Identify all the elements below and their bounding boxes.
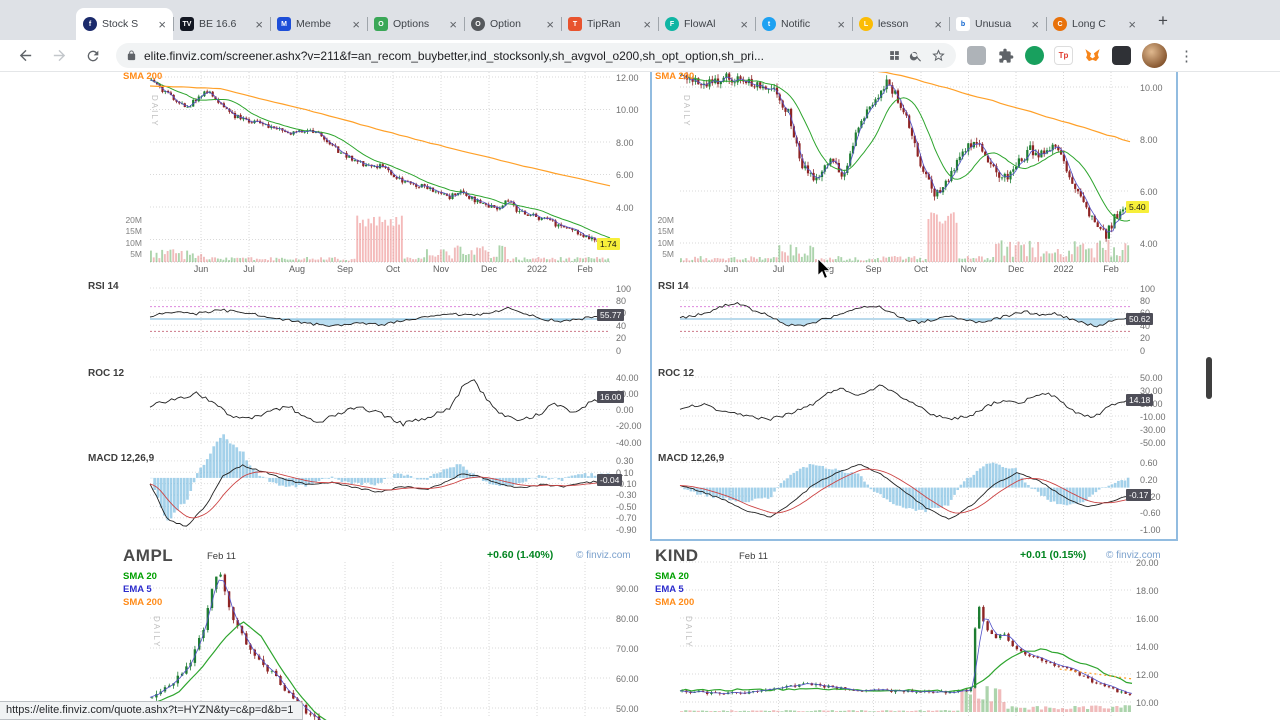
forward-button[interactable] xyxy=(46,43,72,69)
tab-close-icon[interactable]: × xyxy=(255,16,263,32)
twitter-favicon-icon: t xyxy=(762,17,776,31)
extension-icon-dark[interactable] xyxy=(1112,46,1131,65)
extension-icon-generic[interactable] xyxy=(967,46,986,65)
members-favicon-icon: M xyxy=(277,17,291,31)
tab-list: f Stock S × TV BE 16.6 × M Membe × O Options × O Opti… xyxy=(76,8,1143,40)
lesson-favicon-icon: L xyxy=(859,17,873,31)
tab-title: Membe xyxy=(296,18,332,30)
refresh-button[interactable] xyxy=(80,43,106,69)
browser-tab-11[interactable]: C Long C × xyxy=(1046,8,1143,40)
browser-tab-6[interactable]: T TipRan × xyxy=(561,8,658,40)
mouse-cursor xyxy=(817,258,832,280)
browser-tab-strip: f Stock S × TV BE 16.6 × M Membe × O Options × O Opti… xyxy=(0,0,1280,40)
extensions-puzzle-icon[interactable] xyxy=(996,46,1015,65)
metamask-fox-icon[interactable] xyxy=(1083,46,1102,65)
tab-close-icon[interactable]: × xyxy=(546,16,554,32)
tab-title: lesson xyxy=(878,18,909,30)
browser-tab-3[interactable]: M Membe × xyxy=(270,8,367,40)
profile-avatar[interactable] xyxy=(1142,43,1167,68)
browser-tab-5[interactable]: O Option × xyxy=(464,8,561,40)
tab-close-icon[interactable]: × xyxy=(1128,16,1136,32)
tab-close-icon[interactable]: × xyxy=(1031,16,1039,32)
options-dark-favicon-icon: O xyxy=(471,17,485,31)
tab-close-icon[interactable]: × xyxy=(352,16,360,32)
new-tab-button[interactable]: + xyxy=(1158,11,1168,30)
tab-title: BE 16.6 xyxy=(199,18,237,30)
url-text[interactable]: elite.finviz.com/screener.ashx?v=211&f=a… xyxy=(144,48,764,63)
tab-close-icon[interactable]: × xyxy=(740,16,748,32)
tab-title: Long C xyxy=(1072,18,1106,30)
longcall-favicon-icon: C xyxy=(1053,17,1067,31)
zoom-icon[interactable] xyxy=(909,49,923,63)
browser-tab-1[interactable]: f Stock S × xyxy=(76,8,173,40)
tab-close-icon[interactable]: × xyxy=(158,16,166,32)
tipranks-favicon-icon: T xyxy=(568,17,582,31)
bookmark-star-icon[interactable] xyxy=(931,48,946,63)
scrollbar-thumb[interactable] xyxy=(1206,357,1212,399)
tradingview-favicon-icon: TV xyxy=(180,17,194,31)
address-bar[interactable]: elite.finviz.com/screener.ashx?v=211&f=a… xyxy=(116,43,956,68)
browser-toolbar: elite.finviz.com/screener.ashx?v=211&f=a… xyxy=(0,40,1280,72)
tab-title: TipRan xyxy=(587,18,621,30)
bing-favicon-icon: b xyxy=(956,17,970,31)
status-bar-link: https://elite.finviz.com/quote.ashx?t=HY… xyxy=(0,701,304,720)
browser-tab-4[interactable]: O Options × xyxy=(367,8,464,40)
back-button[interactable] xyxy=(12,43,38,69)
options-green-favicon-icon: O xyxy=(374,17,388,31)
tab-title: Stock S xyxy=(102,18,139,30)
tab-close-icon[interactable]: × xyxy=(643,16,651,32)
reading-list-icon[interactable] xyxy=(888,49,901,62)
extension-icon-green[interactable] xyxy=(1025,46,1044,65)
tab-close-icon[interactable]: × xyxy=(837,16,845,32)
finviz-favicon-icon: f xyxy=(83,17,97,31)
tab-title: Unusua xyxy=(975,18,1012,30)
flowalgo-favicon-icon: F xyxy=(665,17,679,31)
tab-title: Notific xyxy=(781,18,811,30)
lock-icon xyxy=(126,50,137,61)
tab-title: Option xyxy=(490,18,521,30)
browser-tab-2[interactable]: TV BE 16.6 × xyxy=(173,8,270,40)
browser-menu-icon[interactable]: ⋮ xyxy=(1179,47,1194,65)
tab-close-icon[interactable]: × xyxy=(449,16,457,32)
tab-close-icon[interactable]: × xyxy=(934,16,942,32)
tab-title: Options xyxy=(393,18,430,30)
tab-title: FlowAl xyxy=(684,18,716,30)
browser-tab-8[interactable]: t Notific × xyxy=(755,8,852,40)
browser-tab-7[interactable]: F FlowAl × xyxy=(658,8,755,40)
browser-tab-10[interactable]: b Unusua × xyxy=(949,8,1046,40)
tipranks-extension-icon[interactable]: Tp xyxy=(1054,46,1073,65)
